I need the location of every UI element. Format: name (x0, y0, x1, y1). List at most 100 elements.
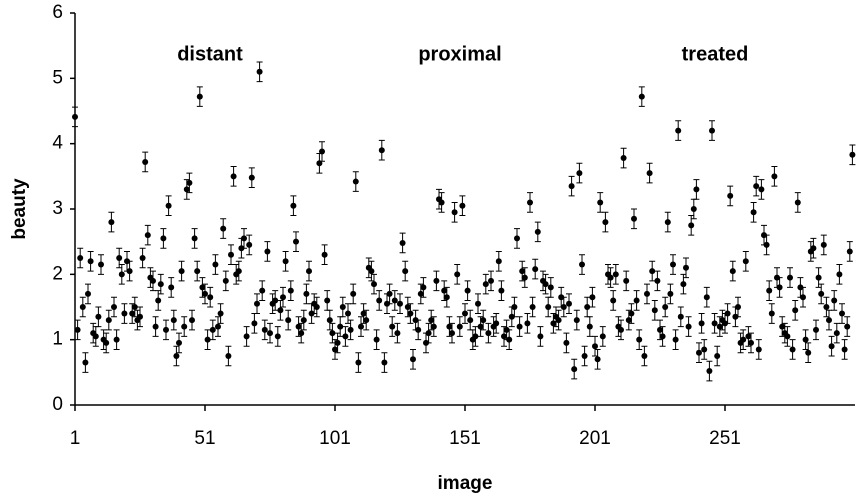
point (256, 68, 263, 75)
point (186, 179, 193, 186)
point (771, 173, 778, 180)
y-tick-label: 4 (52, 133, 63, 154)
point (524, 320, 531, 327)
point (789, 346, 796, 353)
point (217, 310, 224, 317)
point (727, 192, 734, 199)
point (579, 261, 585, 268)
point (290, 202, 297, 209)
point (485, 330, 492, 337)
point (628, 310, 635, 317)
point (92, 333, 99, 340)
point (433, 277, 440, 284)
point (246, 241, 253, 248)
point (251, 320, 258, 327)
point (293, 238, 299, 245)
point (157, 281, 164, 288)
point (371, 281, 377, 288)
point (116, 255, 123, 261)
point (222, 277, 229, 284)
point (550, 320, 557, 327)
point (165, 202, 172, 209)
point (204, 336, 211, 343)
x-tick-label: 151 (449, 428, 481, 449)
point (191, 235, 198, 242)
point (173, 353, 180, 359)
point (360, 310, 367, 317)
point (241, 235, 247, 242)
point (248, 174, 255, 181)
x-tick-label: 201 (579, 428, 611, 449)
point (555, 317, 562, 324)
point (735, 304, 741, 310)
point (373, 336, 380, 343)
point (168, 284, 175, 291)
point (417, 290, 424, 297)
point (488, 277, 494, 284)
point (321, 251, 328, 258)
point (160, 235, 167, 242)
point (306, 268, 312, 275)
point (298, 330, 305, 337)
point (267, 330, 273, 337)
point (129, 310, 136, 317)
point (763, 241, 770, 248)
point (589, 294, 596, 301)
point (659, 333, 666, 340)
point (841, 346, 848, 353)
point (620, 155, 627, 162)
point (103, 339, 110, 346)
point (72, 113, 78, 120)
point (264, 248, 271, 255)
point (332, 346, 338, 353)
point (178, 268, 185, 275)
point (568, 183, 575, 190)
y-axis-title: beauty (9, 178, 30, 240)
point (685, 323, 692, 330)
point (386, 290, 393, 297)
point (800, 294, 806, 301)
point (137, 313, 143, 320)
point (295, 323, 302, 330)
point (672, 336, 679, 343)
point (105, 317, 112, 324)
point (493, 320, 500, 327)
point (506, 336, 513, 343)
point (768, 310, 775, 317)
point (181, 323, 188, 330)
point (537, 333, 544, 340)
point (428, 317, 435, 324)
point (633, 297, 640, 304)
point (638, 93, 645, 100)
point (118, 271, 125, 278)
point (352, 178, 359, 185)
point (108, 219, 115, 226)
point (404, 304, 411, 310)
point (144, 232, 151, 239)
point (545, 304, 552, 310)
point (779, 323, 786, 330)
point (654, 277, 661, 284)
point (407, 310, 414, 317)
point (199, 284, 206, 291)
point (139, 255, 146, 261)
point (521, 274, 528, 281)
point (274, 333, 281, 340)
point (831, 297, 838, 304)
point (329, 330, 336, 337)
point (446, 323, 453, 330)
point (345, 310, 351, 317)
point (839, 310, 845, 317)
point (456, 323, 463, 330)
point (794, 199, 801, 206)
point (183, 186, 190, 193)
point (235, 268, 242, 275)
point (259, 287, 266, 294)
point (464, 287, 471, 294)
annotation: treated (682, 43, 749, 65)
point (641, 353, 648, 359)
point (534, 228, 541, 235)
point (420, 284, 427, 291)
point (303, 290, 310, 297)
point (527, 199, 533, 206)
